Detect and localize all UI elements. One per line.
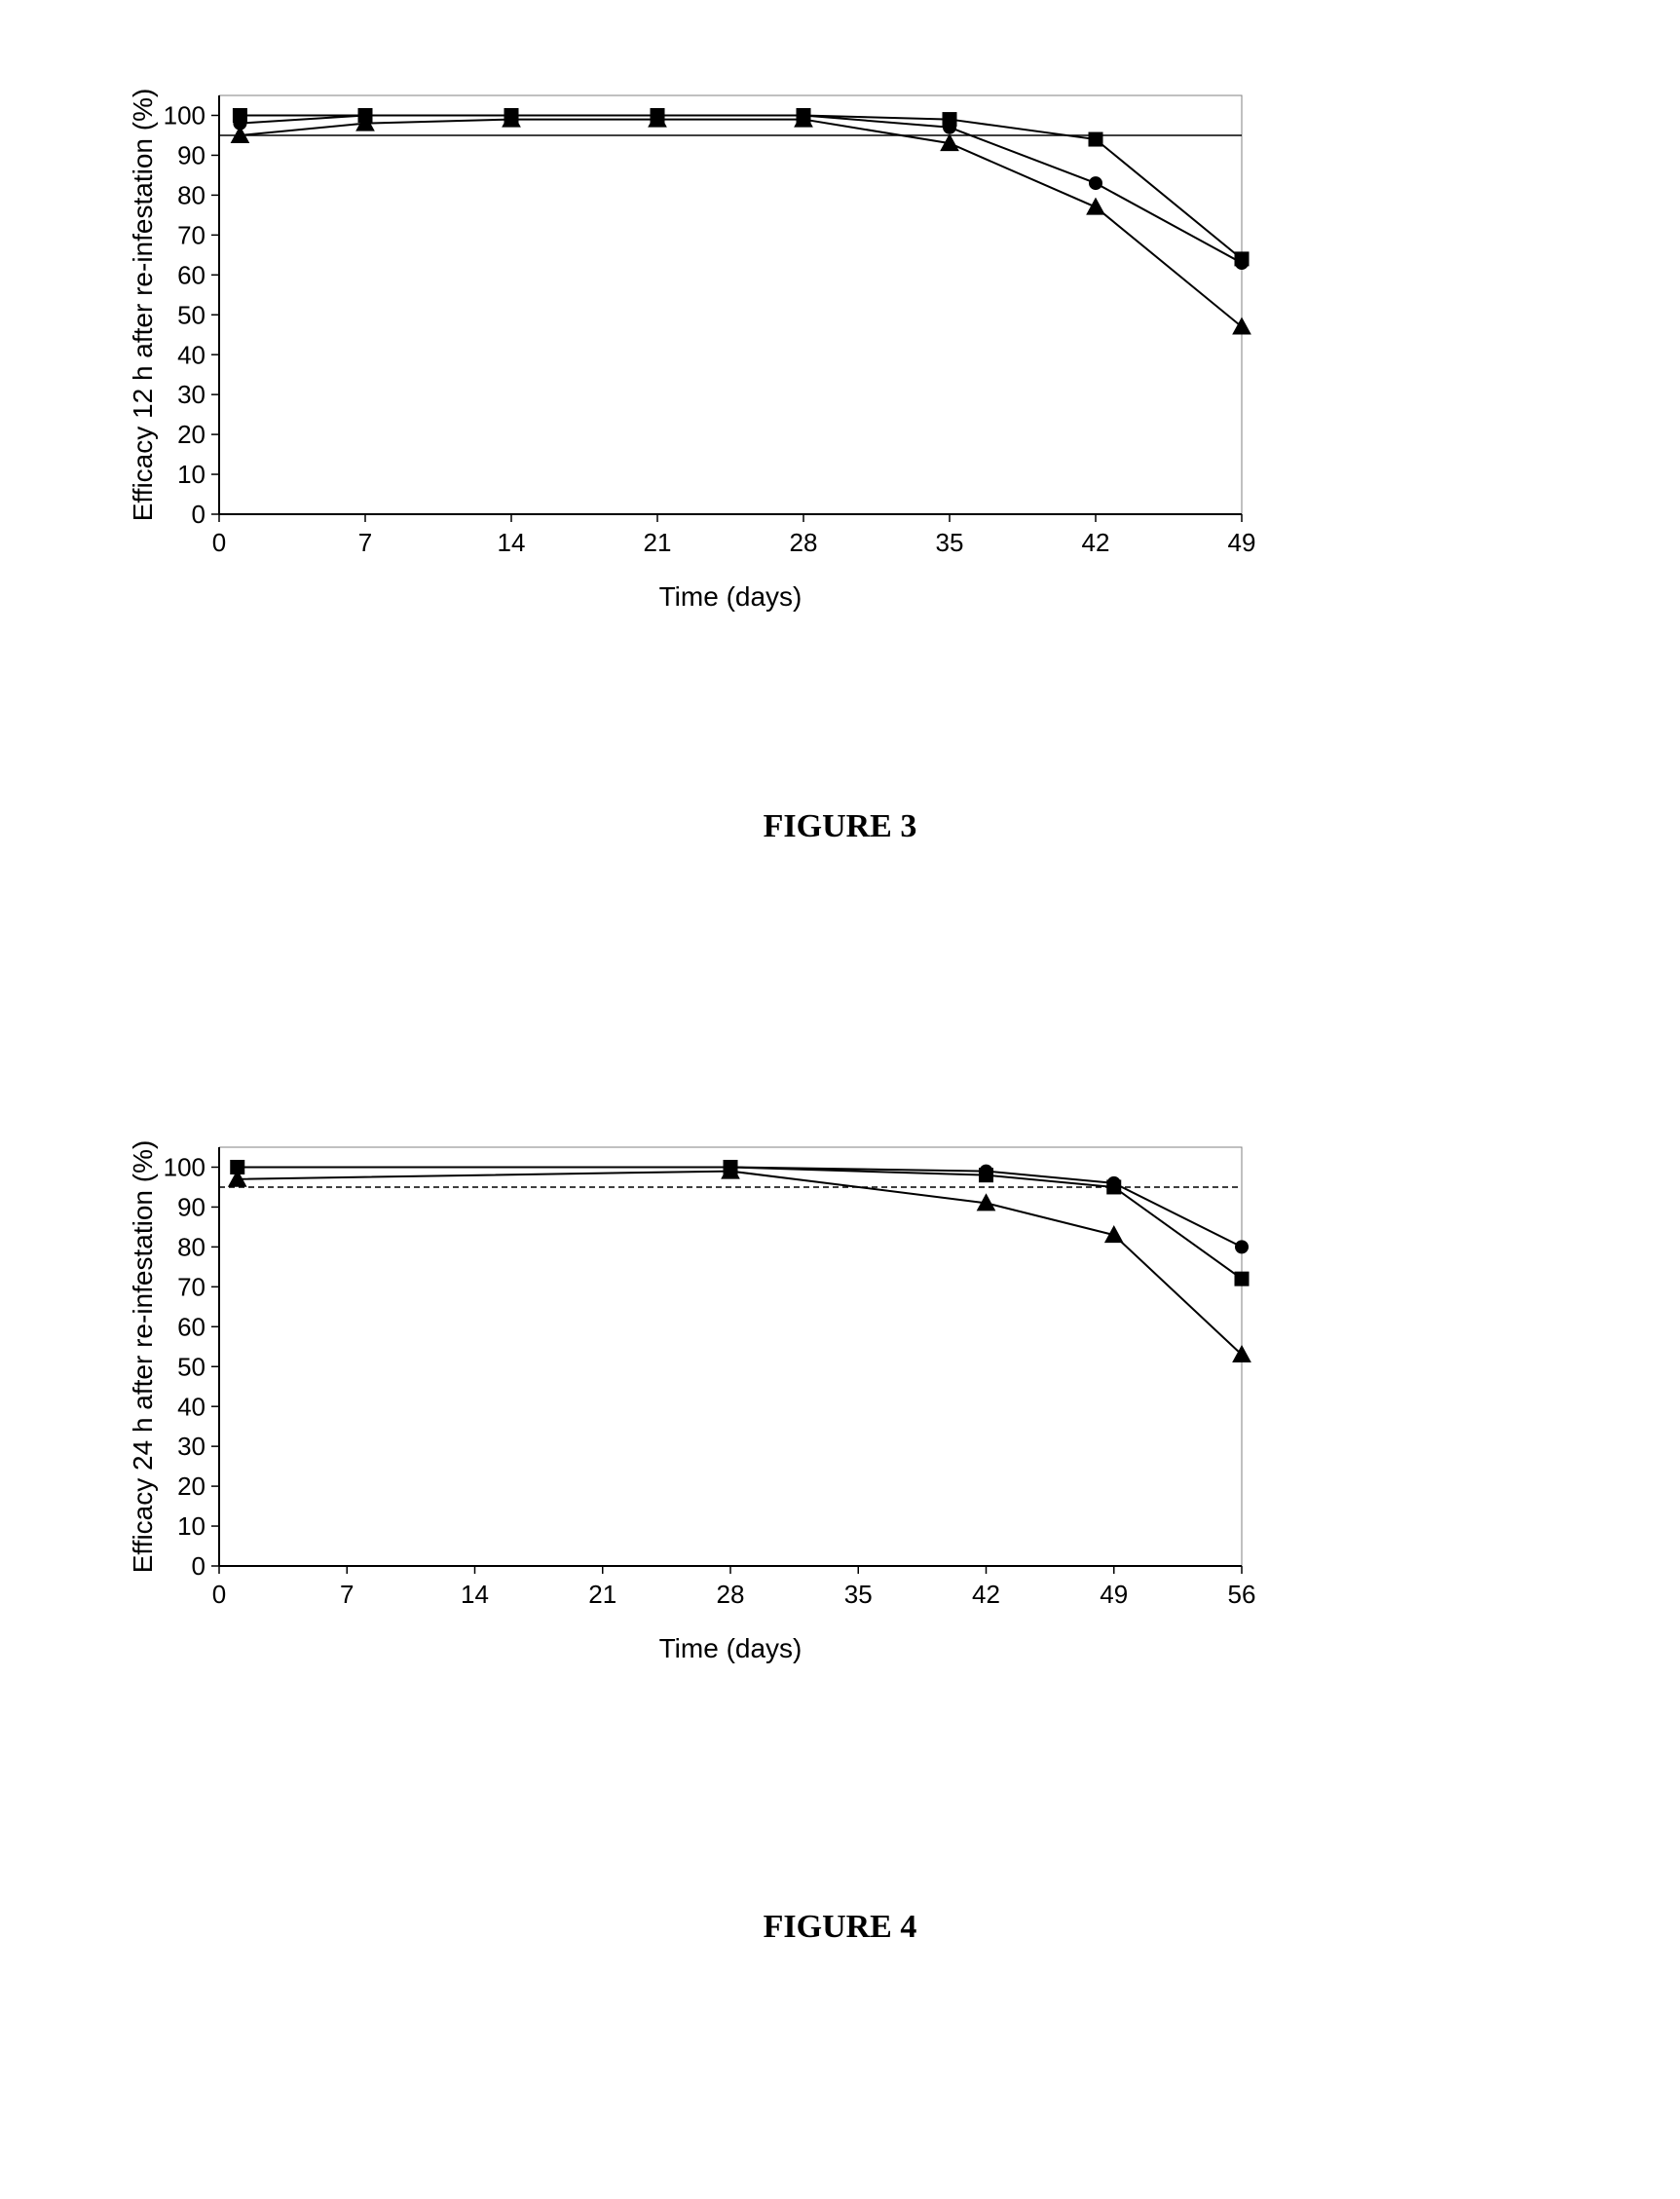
figure4-xtick-label: 35	[844, 1580, 873, 1609]
figure4-ytick-label: 50	[177, 1352, 205, 1381]
figure3-marker-triangle	[1087, 199, 1104, 215]
figure4-caption-text: FIGURE 4	[764, 1909, 917, 1945]
figure3-xtick-label: 35	[936, 528, 964, 557]
figure3-xtick-label: 21	[644, 528, 672, 557]
figure3-xtick-label: 0	[212, 528, 226, 557]
figure3-ytick-label: 0	[192, 500, 205, 529]
figure4-xtick-label: 7	[340, 1580, 354, 1609]
figure3-ytick-label: 90	[177, 141, 205, 170]
figure3-marker-square	[1089, 132, 1102, 146]
figure3-ytick-label: 40	[177, 340, 205, 369]
figure4-ytick-label: 80	[177, 1232, 205, 1261]
figure4-series-line-triangle	[238, 1172, 1242, 1355]
figure3-ytick-label: 70	[177, 220, 205, 249]
figure4-ytick-label: 10	[177, 1511, 205, 1541]
figure3-xtick-label: 7	[358, 528, 372, 557]
figure3-xtick-label: 28	[790, 528, 818, 557]
figure3-ytick-label: 20	[177, 420, 205, 449]
figure3-ytick-label: 80	[177, 180, 205, 209]
figure3-ytick-label: 10	[177, 460, 205, 489]
figure4-series-line-square	[238, 1167, 1242, 1279]
figure3-series-line-triangle	[240, 120, 1242, 327]
figure4-svg: 0 7 14 21 28 35 42 49 56 0 10 20 30 40 50 60 70 80 90 100 Ti…	[127, 1120, 1295, 1733]
figure4-xtick-label: 49	[1100, 1580, 1128, 1609]
figure3-ytick-label: 60	[177, 260, 205, 289]
page: 071421283542490102030405060708090100Time…	[0, 0, 1680, 2199]
figure3-xtick-label: 42	[1082, 528, 1110, 557]
figure3-caption: FIGURE 3	[0, 808, 1680, 845]
figure4-marker-square	[1235, 1272, 1249, 1286]
figure3-marker-circle	[944, 121, 956, 133]
figure3-ytick-label: 100	[164, 101, 205, 130]
figure4-ytick-label: 40	[177, 1392, 205, 1421]
figure4-xtick-label: 0	[212, 1580, 226, 1609]
figure4-xtick-label: 56	[1228, 1580, 1256, 1609]
figure4-marker-square	[980, 1169, 993, 1182]
figure4-marker-circle	[1236, 1241, 1249, 1253]
figure4-ytick-label: 90	[177, 1193, 205, 1222]
figure4-xtick-label: 28	[717, 1580, 745, 1609]
figure3-xlabel: Time (days)	[659, 581, 803, 612]
figure4-marker-square	[1107, 1180, 1121, 1194]
figure3-marker-circle	[1090, 177, 1102, 190]
figure4-ytick-label: 0	[192, 1551, 205, 1581]
figure4-series-line-circle	[238, 1167, 1242, 1247]
figure3-ytick-label: 50	[177, 300, 205, 329]
figure4-ytick-label: 30	[177, 1432, 205, 1461]
figure4-ylabel: Efficacy 24 h after re-infestation (%)	[128, 1140, 158, 1574]
figure4-ytick-label: 100	[164, 1153, 205, 1182]
figure4-caption: FIGURE 4	[0, 1909, 1680, 1946]
figure3-xtick-label: 49	[1228, 528, 1256, 557]
figure3-marker-circle	[1236, 257, 1249, 270]
figure3-caption-text: FIGURE 3	[764, 808, 917, 844]
figure4-ytick-label: 60	[177, 1312, 205, 1341]
figure3-svg: 0 7 14 21 28 35 42 49 0 10 20 30 40 50 60 70 80 90 100 Time…	[127, 68, 1295, 652]
figure4-xtick-label: 42	[972, 1580, 1000, 1609]
figure4-xtick-label: 14	[461, 1580, 489, 1609]
figure4-ytick-label: 20	[177, 1472, 205, 1501]
figure3-ylabel: Efficacy 12 h after re-infestation (%)	[128, 89, 158, 522]
figure3-xtick-label: 14	[498, 528, 526, 557]
figure3-ytick-label: 30	[177, 380, 205, 409]
figure4-xtick-label: 21	[588, 1580, 616, 1609]
figure4-xlabel: Time (days)	[659, 1633, 803, 1663]
figure4-ytick-label: 70	[177, 1272, 205, 1301]
figure3-marker-triangle	[1233, 318, 1251, 335]
